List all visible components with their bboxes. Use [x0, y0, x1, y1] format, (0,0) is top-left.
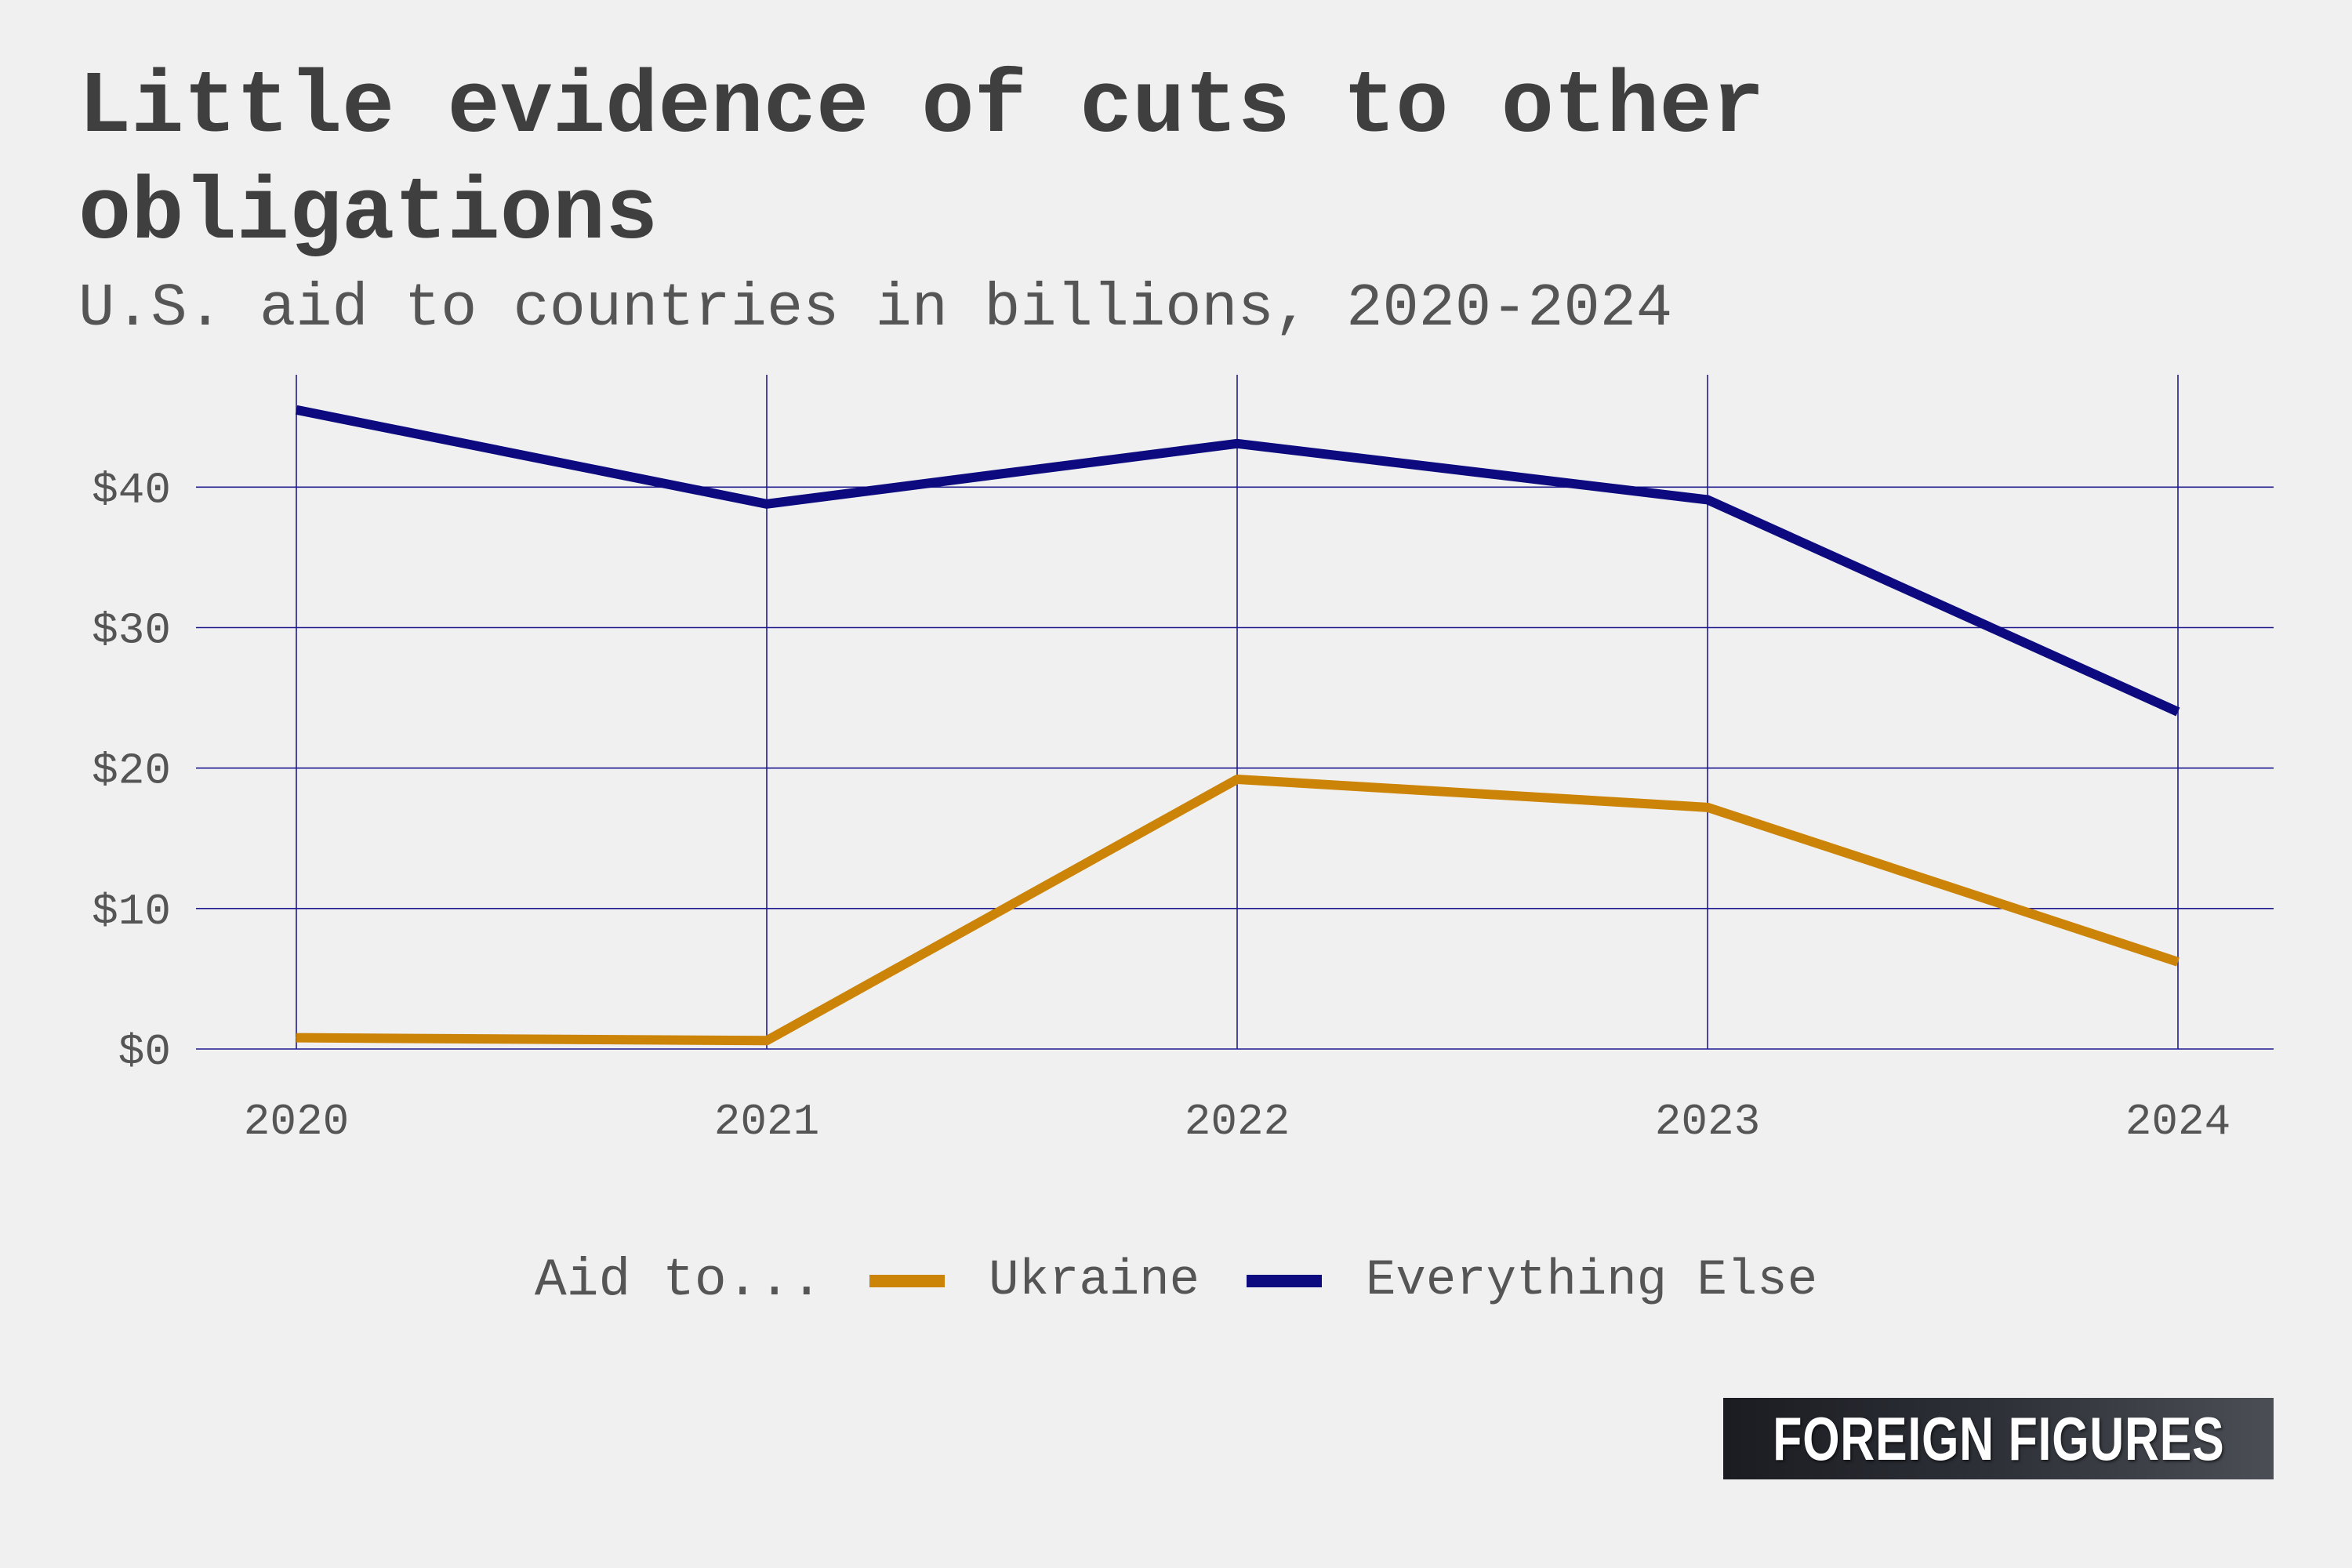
legend-item-ukraine: Ukraine: [869, 1253, 1200, 1309]
chart-title: Little evidence of cuts to other obligat…: [78, 58, 1765, 264]
legend-label-everything-else: Everything Else: [1366, 1252, 1818, 1309]
y-tick-label-10: $10: [92, 887, 171, 937]
data-point-everything-else-2021: [766, 503, 768, 505]
data-point-ukraine-2024: [2177, 961, 2179, 963]
x-tick-label-2022: 2022: [1185, 1097, 1290, 1147]
y-tick-label-0: $0: [118, 1027, 171, 1077]
data-point-ukraine-2020: [296, 1037, 297, 1039]
legend-label-ukraine: Ukraine: [989, 1252, 1200, 1309]
brand-logo: FOREIGN FIGURES: [1723, 1398, 2274, 1479]
line-chart: $0 $10 $20 $30 $40 2020 2021 2022 2023 2024: [92, 375, 2274, 1147]
y-tick-label-20: $20: [92, 746, 171, 797]
x-tick-label-2020: 2020: [244, 1097, 349, 1147]
data-point-everything-else-2022: [1236, 443, 1238, 445]
x-tick-label-2023: 2023: [1655, 1097, 1760, 1147]
data-point-everything-else-2020: [296, 409, 297, 411]
data-point-ukraine-2022: [1236, 779, 1238, 780]
chart-subtitle: U.S. aid to countries in billions, 2020-…: [78, 275, 1673, 343]
legend-item-everything-else: Everything Else: [1247, 1253, 1817, 1309]
x-tick-label-2021: 2021: [714, 1097, 819, 1147]
legend-swatch-ukraine: [869, 1274, 946, 1287]
x-tick-label-2024: 2024: [2125, 1097, 2230, 1147]
legend: Aid to... Ukraine Everything Else: [0, 1250, 2352, 1311]
data-point-everything-else-2024: [2177, 711, 2179, 713]
y-tick-label-30: $30: [92, 606, 171, 656]
brand-logo-text: FOREIGN FIGURES: [1772, 1403, 2225, 1473]
legend-swatch-everything-else: [1247, 1274, 1322, 1287]
data-point-ukraine-2021: [766, 1040, 768, 1041]
y-tick-label-40: $40: [92, 465, 171, 515]
legend-title: Aid to...: [534, 1250, 823, 1311]
